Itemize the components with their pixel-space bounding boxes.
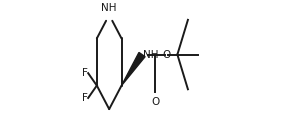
Text: F: F — [83, 68, 88, 78]
Text: NH: NH — [101, 3, 117, 13]
Text: F: F — [83, 93, 88, 103]
Text: NH: NH — [143, 50, 158, 60]
Text: O: O — [151, 97, 159, 107]
Text: O: O — [162, 50, 170, 60]
Polygon shape — [121, 52, 145, 86]
